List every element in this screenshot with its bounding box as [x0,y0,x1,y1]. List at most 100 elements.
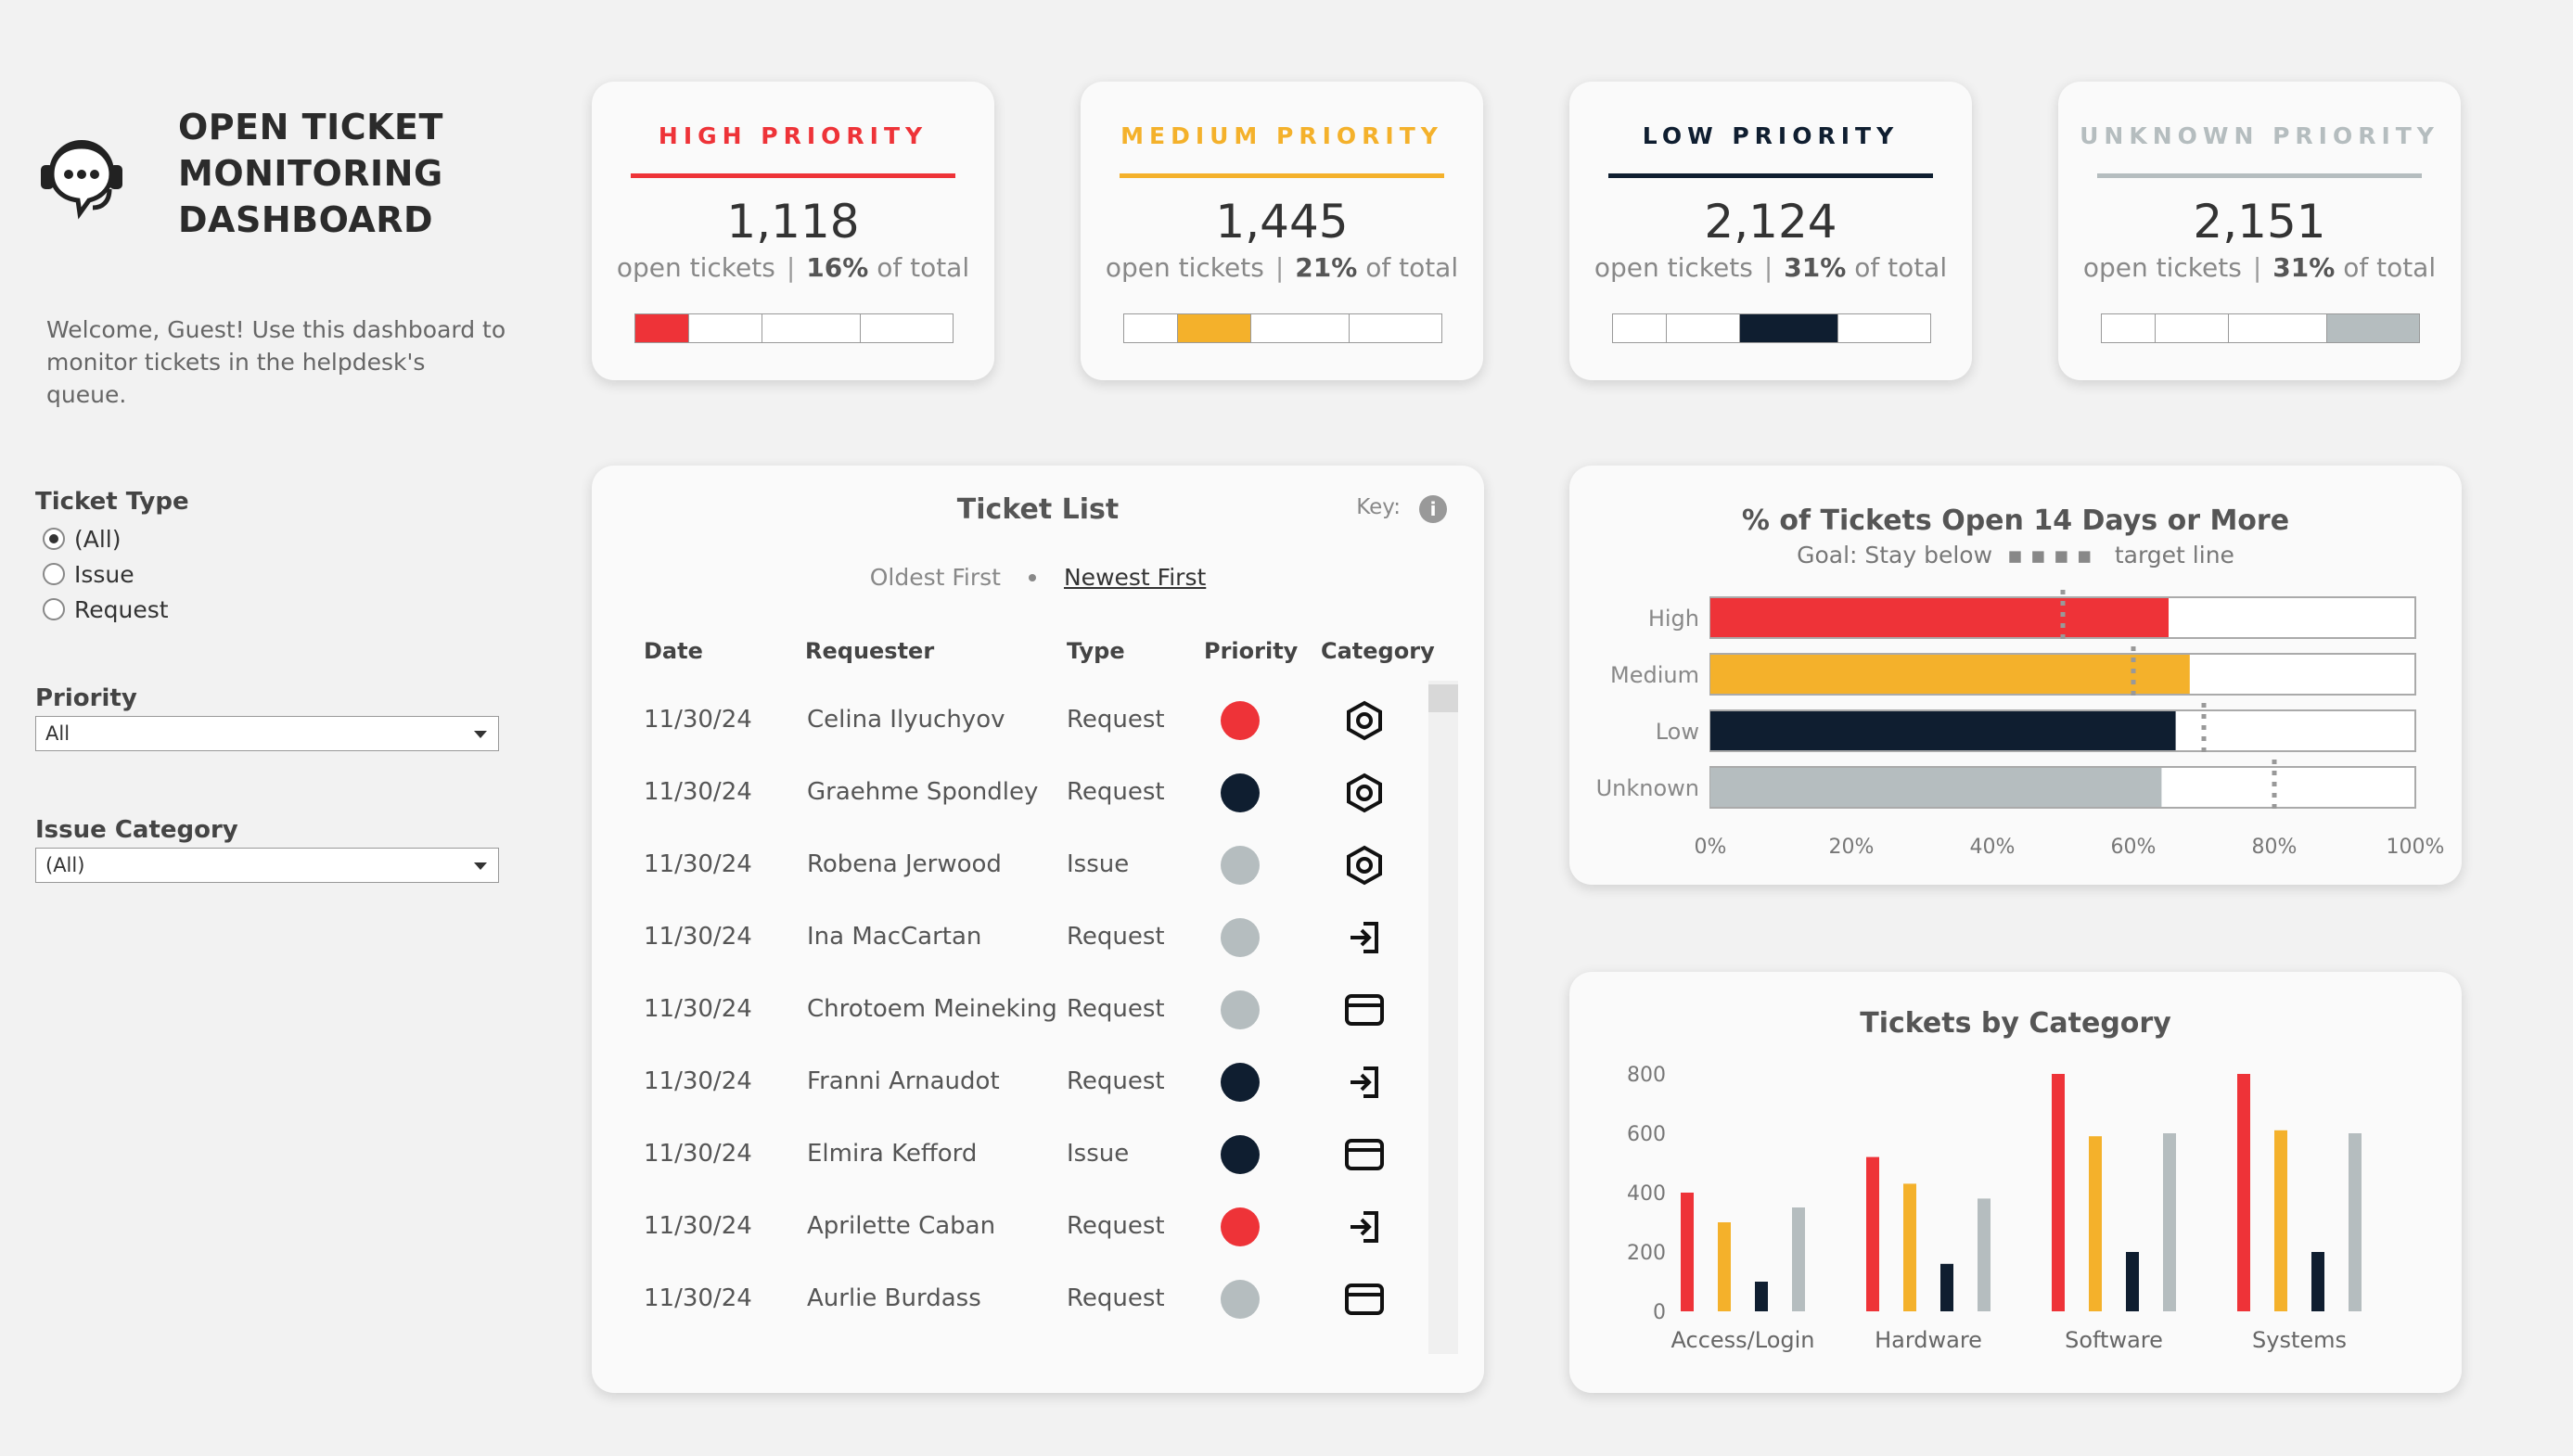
kpi-share-bar [1612,313,1931,343]
table-row[interactable]: 11/30/24 Graehme Spondley Request [592,772,1427,844]
table-row[interactable]: 11/30/24 Celina Ilyuchyov Request [592,699,1427,772]
cell-date: 11/30/24 [644,1284,752,1312]
kpi-percent-label: of total [2343,252,2437,283]
cell-date: 11/30/24 [644,706,752,734]
issue-category-dropdown[interactable]: (All) [35,848,499,883]
kpi-share-segment [635,314,690,342]
bar-high [1710,598,2169,637]
kpi-share-segment [1613,314,1668,342]
kpi-share-segment [1350,314,1441,342]
kpi-count: 2,151 [2193,195,2326,249]
x-tick-label: 80% [2252,836,2298,859]
scrollbar-track[interactable] [1428,681,1458,1354]
cell-type: Request [1067,1284,1165,1312]
login-icon [1343,916,1386,959]
cell-type: Request [1067,1067,1165,1095]
priority-dot [1221,1063,1260,1102]
radio-issue[interactable]: Issue [43,556,189,592]
column-header-type[interactable]: Type [1067,638,1125,664]
priority-dot [1221,846,1260,885]
sort-toggle: Oldest First Newest First [592,564,1484,591]
x-tick-label: 20% [1829,836,1875,859]
kpi-card-high: HIGH PRIORITY 1,118 open tickets | 16% of to… [592,82,994,380]
browser-window-icon [1343,989,1386,1031]
radio-button[interactable] [43,528,65,550]
kpi-card-medium: MEDIUM PRIORITY 1,445 open tickets | 21% of … [1081,82,1483,380]
column-header-category[interactable]: Category [1321,638,1435,664]
sort-oldest-first[interactable]: Oldest First [869,564,1001,591]
chevron-down-icon[interactable] [474,731,487,738]
table-row[interactable]: 11/30/24 Chrotoem Meineking Request [592,989,1427,1061]
radio-button[interactable] [43,598,65,620]
sort-newest-first[interactable]: Newest First [1063,564,1207,591]
kpi-percent-label: of total [1365,252,1459,283]
priority-dropdown-value: All [45,722,70,745]
title-line: MONITORING [178,153,443,194]
title-line: DASHBOARD [178,199,434,240]
info-icon[interactable]: i [1419,495,1447,523]
y-tick-label: 0 [1653,1301,1666,1324]
radio-request[interactable]: Request [43,592,189,627]
key-label: Key: [1356,495,1401,519]
kpi-share-segment [1667,314,1740,342]
subtitle-goal: Goal: Stay below [1797,542,1993,568]
table-row[interactable]: 11/30/24 Ina MacCartan Request [592,916,1427,989]
kpi-count-label: open tickets [616,252,775,283]
bar-unknown [1710,768,2162,807]
category-bar [2089,1136,2102,1311]
table-row[interactable]: 11/30/24 Aprilette Caban Request [592,1206,1427,1278]
cell-requester: Chrotoem Meineking [807,995,1057,1023]
cell-date: 11/30/24 [644,1212,752,1240]
radio-button[interactable] [43,563,65,585]
kpi-separator: | [786,252,796,283]
priority-dot [1221,1280,1260,1319]
y-tick-label: 600 [1627,1123,1666,1146]
aging-chart-plot: High Medium Low Unknown 0% 20% 40% 60% 80% 100% [1596,590,2445,859]
radio-label: Request [74,595,169,623]
priority-filter: Priority All [35,684,499,751]
kpi-share-segment [2156,314,2229,342]
priority-dropdown[interactable]: All [35,716,499,751]
category-bar [2163,1133,2176,1311]
column-header-requester[interactable]: Requester [805,638,935,664]
scrollbar-thumb[interactable] [1428,684,1458,712]
chevron-down-icon[interactable] [474,862,487,870]
table-row[interactable]: 11/30/24 Aurlie Burdass Request [592,1278,1427,1350]
hex-nut-icon [1343,772,1386,814]
kpi-count-label: open tickets [2082,252,2242,283]
ticket-type-label: Ticket Type [35,488,189,516]
table-row[interactable]: 11/30/24 Robena Jerwood Issue [592,844,1427,916]
table-row[interactable]: 11/30/24 Elmira Kefford Issue [592,1133,1427,1206]
column-header-priority[interactable]: Priority [1204,638,1299,664]
kpi-separator: | [1274,252,1285,283]
kpi-subtitle: open tickets | 16% of total [592,252,994,283]
kpi-subtitle: open tickets | 31% of total [2058,252,2461,283]
x-tick-label: 100% [2387,836,2445,859]
column-header-date[interactable]: Date [644,638,703,664]
kpi-share-segment [2102,314,2157,342]
category-bar [2052,1074,2065,1311]
kpi-share-segment [2326,314,2419,342]
kpi-count-label: open tickets [1105,252,1264,283]
category-bar [2311,1252,2324,1311]
kpi-separator: | [1763,252,1773,283]
kpi-share-bar [2101,313,2420,343]
cell-type: Request [1067,995,1165,1023]
cell-requester: Elmira Kefford [807,1140,978,1168]
x-tick-label: 60% [2111,836,2157,859]
kpi-percent: 31% [2272,252,2336,283]
kpi-percent: 21% [1295,252,1358,283]
kpi-title: MEDIUM PRIORITY [1120,122,1443,149]
title-line: OPEN TICKET [178,107,443,147]
cell-type: Request [1067,1212,1165,1240]
category-bar [1681,1193,1694,1311]
ticket-type-filter: Ticket Type (All) Issue Request [35,488,189,627]
table-row[interactable]: 11/30/24 Franni Arnaudot Request [592,1061,1427,1133]
radio-all[interactable]: (All) [43,521,189,556]
hex-nut-icon [1343,699,1386,742]
cell-date: 11/30/24 [644,1140,752,1168]
cell-date: 11/30/24 [644,923,752,951]
category-bar [2274,1130,2287,1311]
issue-category-dropdown-value: (All) [45,854,85,876]
category-bar [1755,1282,1768,1311]
